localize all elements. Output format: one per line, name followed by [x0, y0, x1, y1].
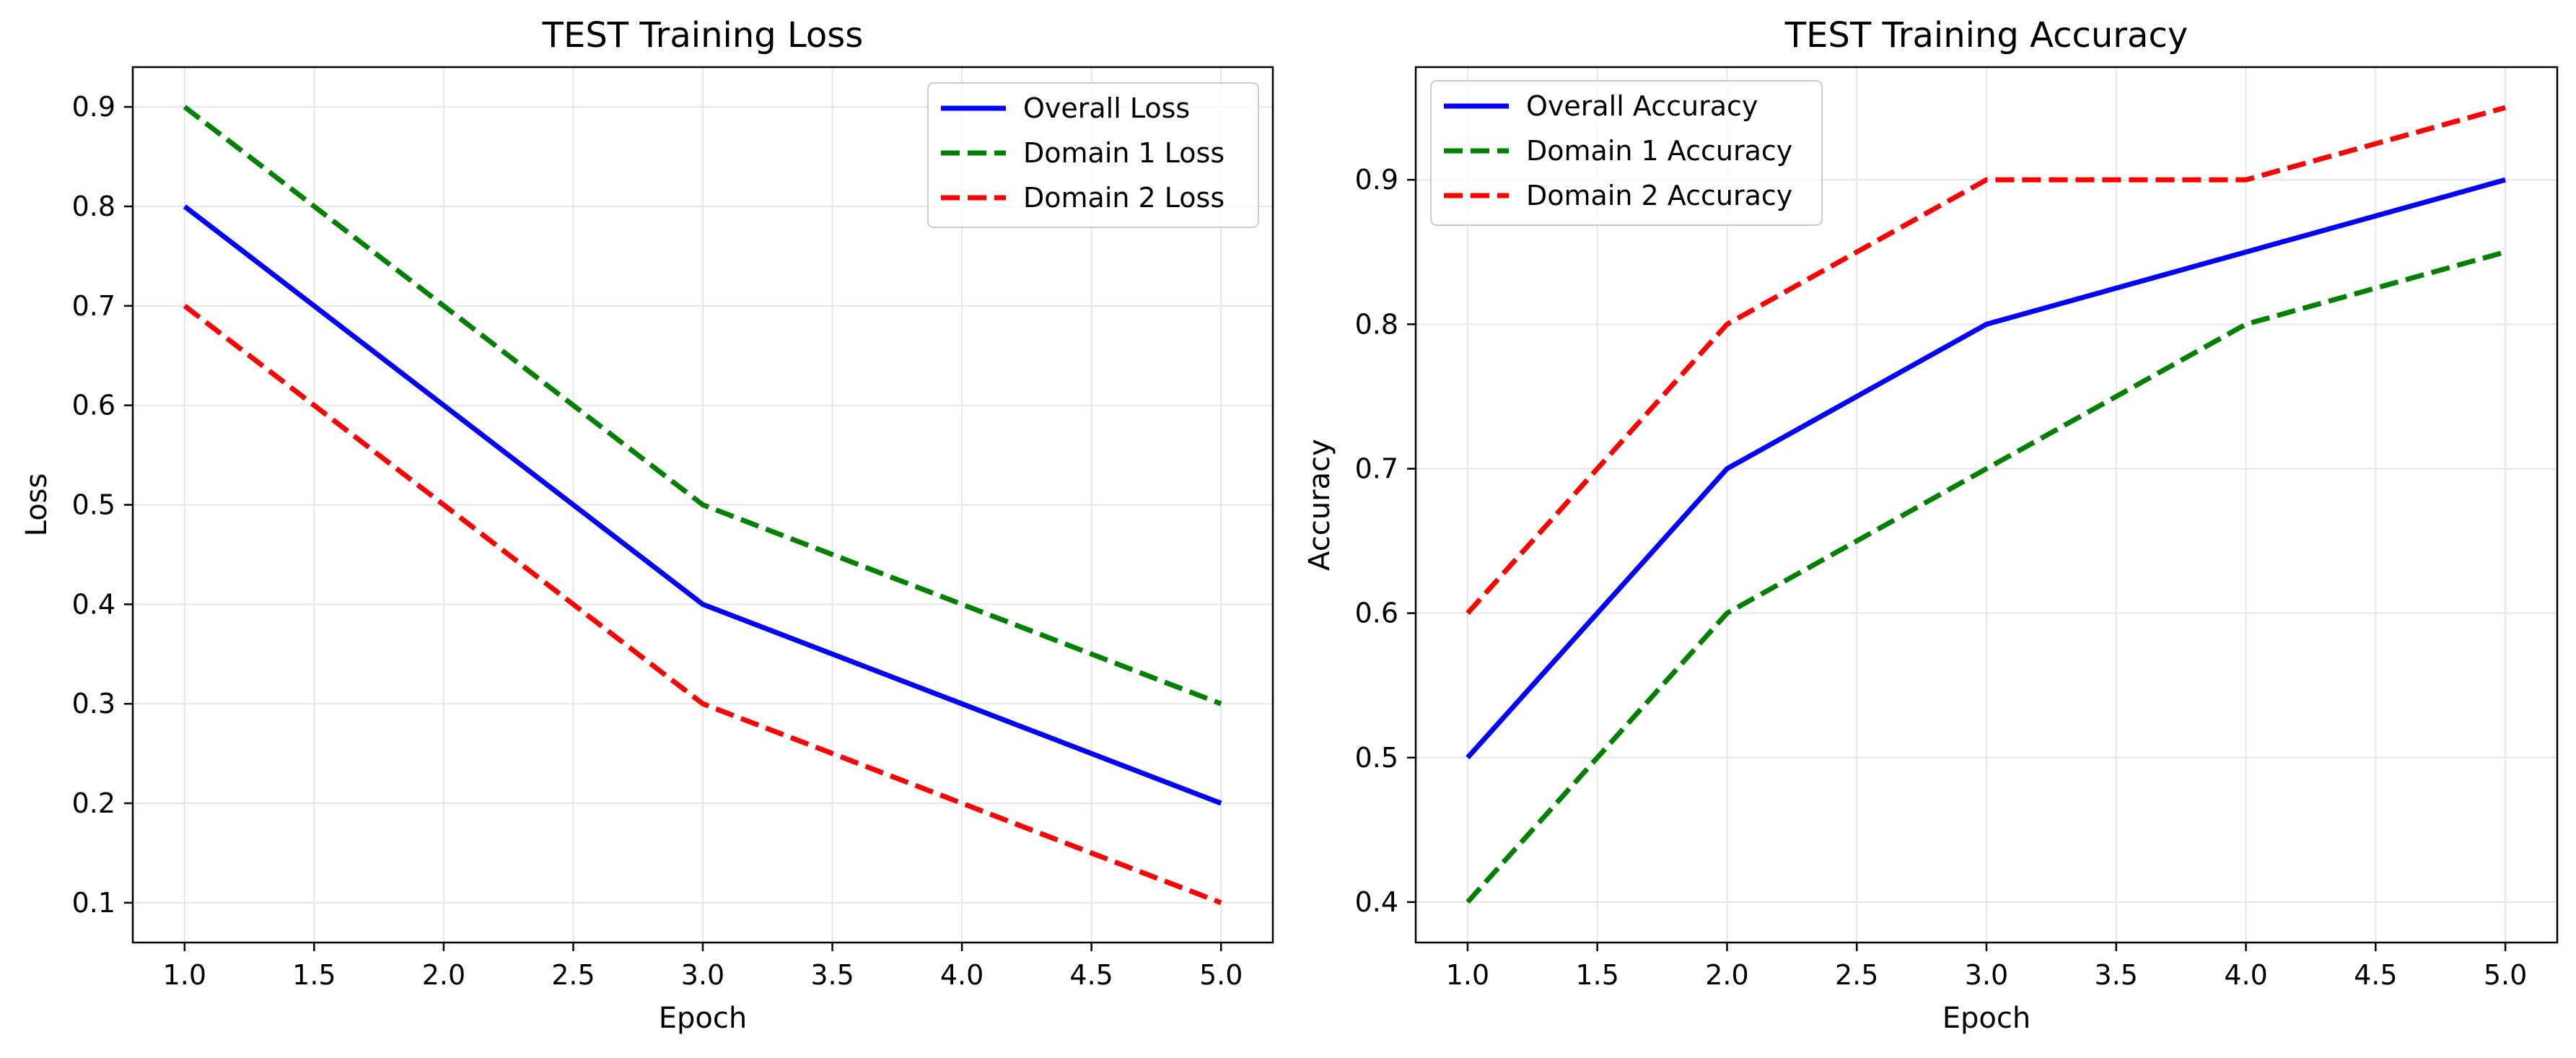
y-tick-label: 0.4 [72, 588, 115, 620]
legend-box [1430, 80, 1823, 226]
chart-panel-2: 1.0 1.5 2.0 2.5 3.0 3.5 4.0 4.5 5.0 0.4 0.5 0.6 0.7 0… [1303, 15, 2559, 1035]
x-tick-label: 3.5 [810, 959, 854, 991]
y-tick-label: 0.4 [1355, 886, 1398, 918]
y-tick-label: 0.6 [1355, 598, 1398, 629]
legend-label: Domain 1 Loss [1023, 137, 1225, 169]
x-tick-label: 1.0 [163, 959, 206, 991]
y-tick-label: 0.2 [72, 787, 115, 819]
x-tick-label: 2.5 [1835, 959, 1878, 991]
x-tick-label: 4.5 [2354, 959, 2397, 991]
y-tick-label: 0.9 [1355, 164, 1398, 196]
legend-label: Overall Loss [1023, 92, 1190, 124]
x-tick-label: 2.0 [1705, 959, 1748, 991]
y-tick-label: 0.8 [72, 191, 115, 222]
x-tick-label: 3.0 [681, 959, 724, 991]
x-tick-label: 4.5 [1069, 959, 1113, 991]
legend: Overall Accuracy Domain 1 Accuracy Domain … [1430, 80, 1823, 226]
y-tick-label: 0.6 [72, 390, 115, 421]
x-tick-label: 5.0 [2484, 959, 2527, 991]
x-tick-label: 1.0 [1446, 959, 1489, 991]
x-tick-label: 1.5 [1575, 959, 1618, 991]
legend-label: Domain 1 Accuracy [1526, 135, 1792, 167]
x-tick-label: 5.0 [1199, 959, 1243, 991]
x-axis-label: Epoch [659, 1002, 747, 1035]
x-tick-label: 4.0 [940, 959, 983, 991]
x-tick-label: 2.5 [551, 959, 595, 991]
x-tick-label: 3.5 [2095, 959, 2138, 991]
legend-label: Domain 2 Loss [1023, 182, 1225, 214]
series-line-1 [183, 204, 1222, 806]
series-line-1 [1466, 177, 2507, 760]
x-tick-label: 4.0 [2224, 959, 2267, 991]
series-line-2 [1466, 249, 2507, 904]
chart-title: TEST Training Loss [542, 15, 864, 56]
chart-title: TEST Training Accuracy [1784, 15, 2189, 56]
legend: Overall Loss Domain 1 Loss Domain 2 Loss [927, 82, 1259, 228]
legend-label: Domain 2 Accuracy [1526, 180, 1792, 211]
y-tick-label: 0.5 [1355, 742, 1398, 774]
y-tick-label: 0.7 [1355, 453, 1398, 484]
x-axis-label: Epoch [1942, 1002, 2030, 1035]
x-tick-label: 1.5 [292, 959, 336, 991]
series-line-3 [183, 304, 1222, 906]
y-tick-label: 0.7 [72, 290, 115, 322]
y-tick-label: 0.1 [72, 887, 115, 919]
y-tick-label: 0.8 [1355, 308, 1398, 340]
y-axis-label: Loss [20, 473, 53, 537]
legend-box [927, 82, 1259, 228]
y-tick-label: 0.3 [72, 688, 115, 720]
y-axis-label: Accuracy [1303, 439, 1336, 571]
series-line-3 [1466, 105, 2507, 615]
x-tick-label: 2.0 [422, 959, 465, 991]
x-tick-label: 3.0 [1965, 959, 2008, 991]
y-tick-label: 0.9 [72, 91, 115, 123]
series-line-2 [183, 105, 1222, 707]
y-tick-label: 0.5 [72, 489, 115, 521]
chart-panel-1: 1.0 1.5 2.0 2.5 3.0 3.5 4.0 4.5 5.0 0.1 0.2 0.3 0.4 0… [20, 15, 1274, 1035]
legend-label: Overall Accuracy [1526, 90, 1758, 122]
